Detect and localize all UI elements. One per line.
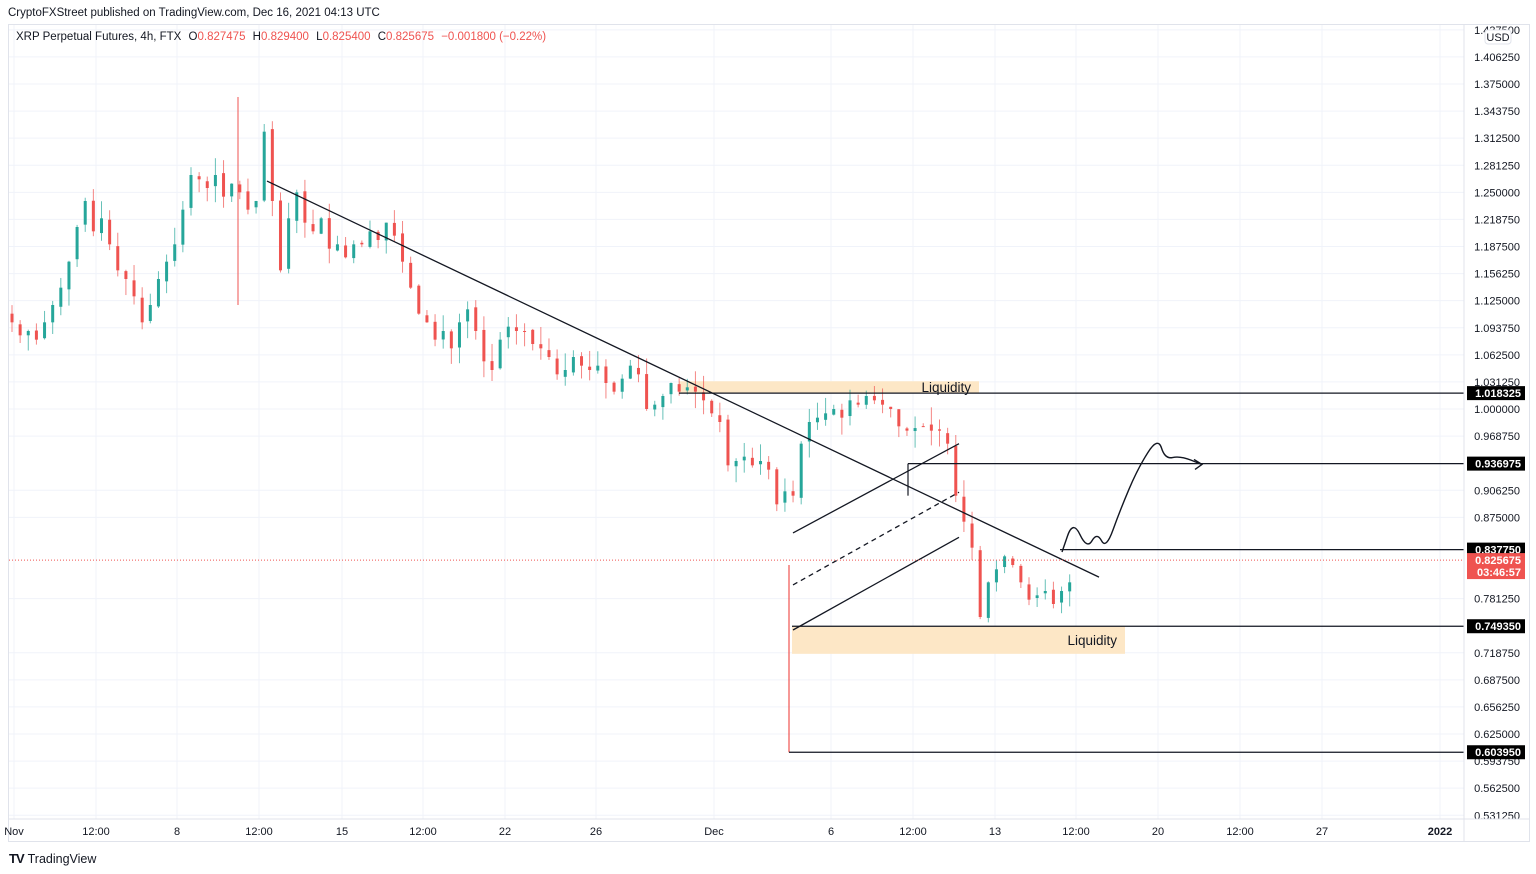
price-tick-label: 0.968750	[1474, 431, 1520, 443]
price-axis[interactable]: 1.4375001.4062501.3750001.3437501.312500…	[1463, 25, 1520, 841]
price-tick-label: 1.031250	[1474, 377, 1520, 389]
price-tick-label: 0.656250	[1474, 702, 1520, 714]
time-tick-label: Dec	[704, 826, 724, 838]
svg-text:0.936975: 0.936975	[1475, 459, 1521, 471]
price-tick-label: 1.125000	[1474, 296, 1520, 308]
price-tick-label: 0.687500	[1474, 675, 1520, 687]
price-tag	[1467, 619, 1525, 634]
low-label: L	[316, 31, 323, 43]
arrow-head-icon	[1193, 458, 1204, 471]
time-tick-label: 22	[499, 826, 511, 838]
bar-countdown: 03:46:57	[1477, 567, 1521, 579]
price-tick-label: 1.000000	[1474, 404, 1520, 416]
projection-path[interactable]	[1061, 442, 1203, 553]
high-value: 0.829400	[260, 31, 309, 43]
price-tag	[1467, 456, 1525, 471]
price-tick-label: 0.625000	[1474, 729, 1520, 741]
tradingview-brand[interactable]: TV TradingView	[9, 851, 96, 866]
time-tick-label: 12:00	[899, 826, 927, 838]
brand-name: TradingView	[27, 851, 97, 866]
svg-text:1.018325: 1.018325	[1475, 388, 1521, 400]
liquidity-zone	[792, 626, 1125, 654]
price-tick-label: 0.531250	[1474, 810, 1520, 822]
last-price-tag	[1467, 553, 1525, 580]
price-tag	[1467, 386, 1525, 401]
trend-drawings	[9, 180, 1464, 753]
price-tick-label: 1.093750	[1474, 323, 1520, 335]
liquidity-zone	[679, 381, 979, 394]
close-label: C	[377, 31, 387, 43]
time-tick-label: 12:00	[245, 826, 273, 838]
time-tick-label: 12:00	[1062, 826, 1090, 838]
price-tick-label: 1.250000	[1474, 187, 1520, 199]
price-tick-label: 1.343750	[1474, 106, 1520, 118]
price-tick-label: 1.312500	[1474, 133, 1520, 145]
time-tick-label: 12:00	[82, 826, 110, 838]
price-tick-label: 0.875000	[1474, 512, 1520, 524]
downtrend-line[interactable]	[266, 180, 1100, 578]
price-tag	[1467, 745, 1525, 760]
liquidity-label: Liquidity	[1067, 633, 1117, 648]
price-tick-label: 1.281250	[1474, 160, 1520, 172]
liquidity-zones: Liquidity Liquidity	[679, 380, 1125, 654]
channel-mid-line[interactable]	[792, 491, 960, 586]
channel-upper-line[interactable]	[792, 443, 960, 534]
price-tick-label: 0.781250	[1474, 594, 1520, 606]
symbol-title: XRP Perpetual Futures, 4h, FTX	[16, 31, 182, 43]
svg-text:0.749350: 0.749350	[1475, 621, 1521, 633]
time-tick-label: 8	[174, 826, 180, 838]
price-tick-label: 1.218750	[1474, 214, 1520, 226]
svg-text:0.825675: 0.825675	[1475, 555, 1521, 567]
time-tick-label: 27	[1316, 826, 1328, 838]
time-axis[interactable]: Nov 12:00 8 12:00 15 12:00 22 26 Dec 6 12:00 13 12:0…	[4, 818, 1530, 838]
currency-badge[interactable]	[1484, 29, 1512, 45]
price-tick-label: 0.906250	[1474, 485, 1520, 497]
svg-text:0.603950: 0.603950	[1475, 747, 1521, 759]
time-tick-label: 26	[590, 826, 602, 838]
currency-label: USD	[1486, 32, 1509, 44]
grid-lines	[9, 25, 1464, 819]
time-tick-label: 2022	[1428, 826, 1452, 838]
time-tick-label: 15	[336, 826, 348, 838]
time-tick-label: 13	[989, 826, 1001, 838]
price-tags: 1.0183250.9369750.8377500.7493500.603950…	[1467, 386, 1525, 760]
symbol-legend: XRP Perpetual Futures, 4h, FTX O0.827475…	[16, 31, 546, 43]
time-tick-label: Nov	[4, 826, 24, 838]
liquidity-label: Liquidity	[921, 380, 971, 395]
price-tick-label: 0.562500	[1474, 783, 1520, 795]
candlestick-series	[10, 97, 1072, 753]
high-label: H	[252, 31, 261, 43]
chart-frame	[8, 24, 1530, 842]
price-tick-label: 1.156250	[1474, 269, 1520, 281]
open-value: 0.827475	[197, 31, 246, 43]
price-tick-label: 0.718750	[1474, 648, 1520, 660]
tradingview-logo-icon: TV	[9, 851, 25, 866]
open-label: O	[188, 31, 198, 43]
price-tick-label: 1.062500	[1474, 350, 1520, 362]
time-tick-label: 20	[1152, 826, 1164, 838]
low-value: 0.825400	[322, 31, 371, 43]
channel-lower-line[interactable]	[792, 536, 960, 631]
change-value: −0.001800 (−0.22%)	[441, 31, 547, 43]
time-tick-label: 12:00	[409, 826, 437, 838]
publisher-caption: CryptoFXStreet published on TradingView.…	[8, 7, 380, 19]
price-tick-label: 1.187500	[1474, 242, 1520, 254]
time-tick-label: 12:00	[1226, 826, 1254, 838]
time-tick-label: 6	[828, 826, 834, 838]
price-tick-label: 1.375000	[1474, 79, 1520, 91]
close-value: 0.825675	[386, 31, 435, 43]
price-tick-label: 1.406250	[1474, 52, 1520, 64]
